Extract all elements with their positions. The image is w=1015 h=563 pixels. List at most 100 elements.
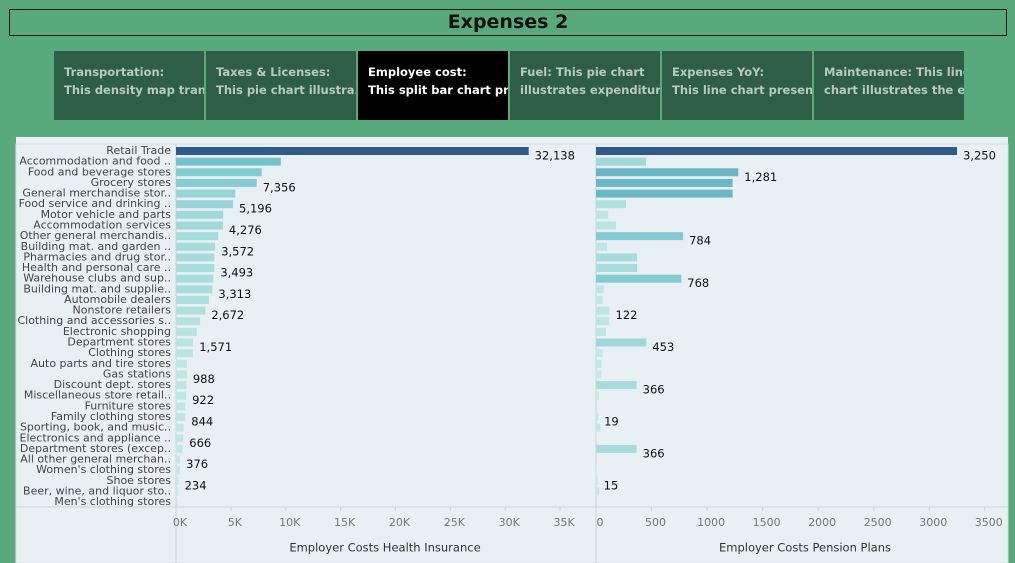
tab-title: Fuel: This pie chart	[520, 65, 645, 79]
tab-title: Expenses YoY:	[672, 65, 765, 79]
value-label: 234	[185, 478, 207, 492]
bar	[176, 189, 236, 198]
category-label: Motor vehicle and parts	[41, 208, 172, 221]
bar	[176, 242, 216, 251]
category-label: Food and beverage stores	[28, 165, 171, 178]
value-label: 3,572	[221, 244, 254, 258]
value-label: 3,313	[218, 287, 251, 301]
bar	[176, 253, 215, 262]
bar	[176, 402, 186, 411]
bar	[176, 391, 187, 400]
bar	[176, 157, 281, 166]
tab[interactable]: Taxes & Licenses: This pie chart illustra…	[206, 51, 356, 120]
bar	[176, 200, 234, 209]
bar	[176, 210, 224, 219]
bar	[596, 242, 608, 251]
bar	[596, 274, 682, 283]
bar	[596, 476, 598, 485]
x-tick-label: 3000	[919, 516, 947, 529]
bar	[176, 327, 197, 336]
tab-description: This density map tran..	[64, 83, 204, 97]
bar	[176, 498, 178, 507]
category-label: Men's clothing stores	[54, 495, 171, 508]
bar	[596, 487, 600, 496]
bar	[176, 381, 187, 390]
value-label: 19	[604, 415, 619, 429]
category-label: All other general merchan..	[20, 453, 171, 466]
tab[interactable]: Transportation: This density map tran..	[54, 51, 204, 120]
x-tick-label: 1500	[753, 516, 781, 529]
tab[interactable]: Expenses YoY: This line chart presen..	[662, 51, 812, 120]
bar	[596, 370, 602, 379]
bar	[596, 338, 647, 347]
bar	[596, 423, 601, 432]
tab[interactable]: Employee cost: This split bar chart pr..	[358, 51, 508, 120]
bar	[176, 476, 179, 485]
category-label: Electronic shopping	[63, 325, 171, 338]
bar	[176, 487, 179, 496]
value-label: 366	[643, 446, 665, 460]
bar	[176, 274, 214, 283]
tab-description: This line chart presen..	[672, 83, 812, 97]
x-tick-label: 500	[645, 516, 666, 529]
bar	[176, 349, 194, 358]
x-tick-label: 30K	[499, 516, 521, 529]
bar	[596, 349, 603, 358]
x-tick-label: 15K	[334, 516, 356, 529]
category-label: Clothing and accessories s..	[17, 314, 171, 327]
bar	[176, 455, 181, 464]
x-tick-label: 10K	[279, 516, 301, 529]
category-label: Retail Trade	[106, 144, 171, 157]
category-label: Food service and drinking ..	[19, 197, 171, 210]
value-label: 922	[192, 393, 214, 407]
category-label: Accommodation services	[33, 218, 171, 231]
value-label: 2,672	[211, 308, 244, 322]
category-label: Health and personal care ..	[22, 261, 171, 274]
bar	[176, 359, 187, 368]
category-label: Grocery stores	[91, 176, 172, 189]
value-label: 366	[643, 383, 665, 397]
tab-title: Transportation:	[64, 65, 165, 79]
category-label: Building mat. and supplie..	[23, 282, 171, 295]
bar	[596, 200, 626, 209]
tab[interactable]: Maintenance: This line chart illustrates …	[814, 51, 964, 120]
value-label: 3,250	[963, 149, 996, 163]
category-label: General merchandise stor..	[22, 187, 171, 200]
x-tick-label: 2000	[808, 516, 836, 529]
dashboard-title: Expenses 2	[9, 9, 1007, 36]
x-tick-label: 5K	[228, 516, 243, 529]
value-label: 15	[604, 478, 619, 492]
value-label: 5,196	[239, 202, 272, 216]
bar	[596, 444, 637, 453]
tab-title: Taxes & Licenses:	[216, 65, 331, 79]
bar	[596, 327, 606, 336]
tab-title: Maintenance: This line	[824, 65, 964, 79]
value-label: 666	[189, 436, 211, 450]
category-label: Discount dept. stores	[54, 378, 172, 391]
tab-description: This split bar chart pr..	[368, 83, 508, 97]
tab[interactable]: Fuel: This pie chart illustrates expendit…	[510, 51, 660, 120]
value-label: 768	[687, 276, 709, 290]
bar	[176, 434, 184, 443]
bar	[176, 413, 186, 421]
category-label: Pharmacies and drug stor..	[23, 250, 171, 263]
category-label: Accommodation and food ..	[19, 155, 171, 168]
x-tick-label: 35K	[553, 516, 575, 529]
category-label: Building mat. and garden ..	[21, 240, 171, 253]
bar	[596, 317, 610, 326]
bar	[596, 381, 637, 390]
category-label: Nonstore retailers	[73, 304, 172, 317]
bar	[176, 338, 194, 347]
bar	[596, 147, 958, 155]
axis-title: Employer Costs Health Insurance	[289, 541, 480, 555]
value-label: 3,493	[220, 266, 253, 280]
value-label: 32,138	[535, 149, 575, 163]
bar	[176, 147, 529, 155]
bar	[176, 232, 219, 241]
value-label: 988	[193, 372, 215, 386]
bar	[596, 359, 602, 368]
value-label: 122	[616, 308, 638, 322]
category-label: Family clothing stores	[51, 410, 171, 423]
category-label: Clothing stores	[88, 346, 171, 359]
